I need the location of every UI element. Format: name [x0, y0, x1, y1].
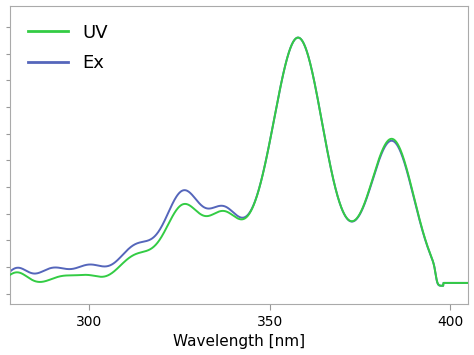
Ex: [465, 281, 471, 285]
Ex: [428, 256, 434, 260]
Line: UV: UV: [10, 38, 468, 286]
UV: [465, 281, 471, 285]
Ex: [274, 103, 280, 107]
UV: [29, 278, 35, 282]
Ex: [178, 190, 183, 194]
UV: [295, 36, 301, 40]
Ex: [330, 177, 336, 181]
Ex: [440, 284, 446, 288]
Ex: [405, 173, 411, 178]
Ex: [295, 36, 301, 40]
UV: [274, 103, 280, 107]
UV: [440, 284, 446, 288]
UV: [7, 273, 13, 277]
UV: [405, 172, 411, 176]
X-axis label: Wavelength [nm]: Wavelength [nm]: [173, 334, 305, 349]
Ex: [7, 270, 13, 274]
UV: [178, 203, 183, 208]
Legend: UV, Ex: UV, Ex: [19, 15, 117, 81]
Line: Ex: Ex: [10, 38, 468, 286]
Ex: [29, 271, 35, 275]
UV: [428, 255, 434, 260]
UV: [330, 177, 336, 181]
